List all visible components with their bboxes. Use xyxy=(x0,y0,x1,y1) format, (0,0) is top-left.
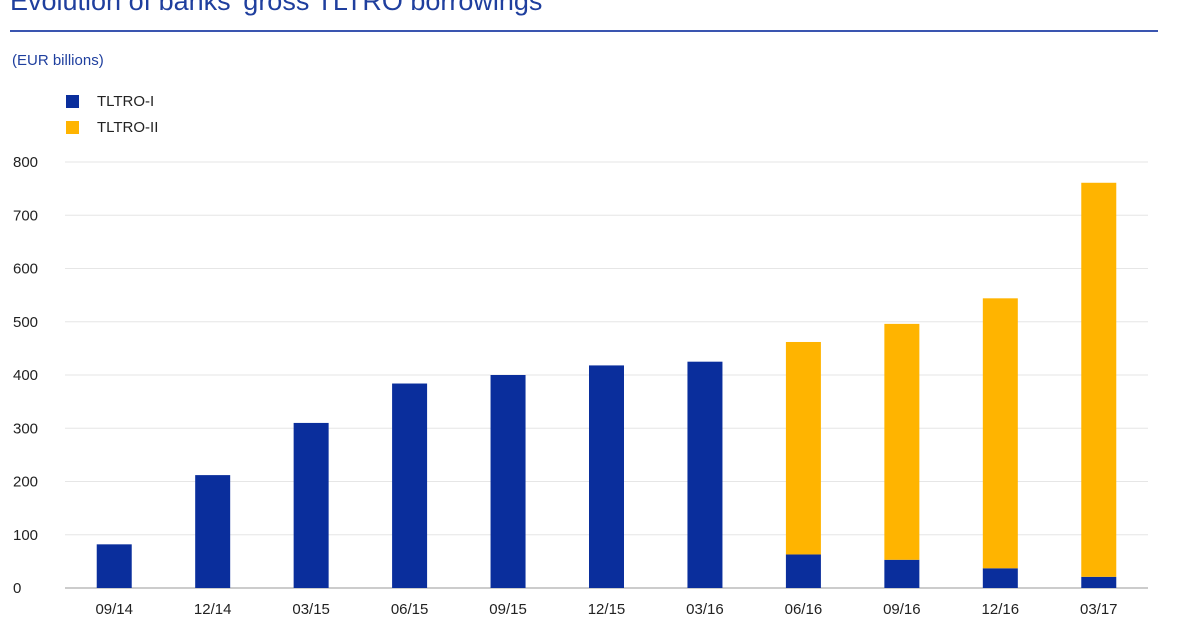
bar-tltro-i-09-16 xyxy=(884,559,920,588)
legend-swatch-tltro-ii xyxy=(66,120,79,134)
x-tick-label: 03/16 xyxy=(686,601,724,618)
bar-tltro-ii-12-16 xyxy=(982,298,1018,569)
x-tick-label: 09/16 xyxy=(883,601,921,618)
y-tick-label: 500 xyxy=(13,314,38,331)
y-tick-label: 0 xyxy=(13,580,21,597)
chart-title: Evolution of banks' gross TLTRO borrowin… xyxy=(10,0,543,16)
unit-label: (EUR billions) xyxy=(12,52,104,69)
title-divider xyxy=(10,30,1158,32)
legend-swatch-tltro-i xyxy=(66,94,79,108)
legend-label-tltro-i: TLTRO-I xyxy=(97,92,155,110)
bar-tltro-i-12-14 xyxy=(195,475,231,588)
bar-tltro-i-09-15 xyxy=(490,375,526,588)
x-tick-label: 09/14 xyxy=(95,601,133,618)
bar-tltro-i-06-16 xyxy=(785,554,821,588)
y-tick-label: 700 xyxy=(13,207,38,224)
bar-tltro-i-03-16 xyxy=(687,361,723,588)
x-tick-label: 12/15 xyxy=(588,601,626,618)
legend: TLTRO-I TLTRO-II xyxy=(66,88,158,140)
x-tick-label: 06/16 xyxy=(785,601,823,618)
legend-label-tltro-ii: TLTRO-II xyxy=(97,118,159,136)
bar-tltro-ii-03-17 xyxy=(1081,182,1117,577)
y-tick-label: 400 xyxy=(13,367,38,384)
bar-tltro-i-12-16 xyxy=(982,568,1018,588)
legend-item-tltro-ii: TLTRO-II xyxy=(66,114,158,140)
y-tick-label: 600 xyxy=(13,261,38,278)
y-tick-label: 800 xyxy=(13,154,38,171)
x-tick-label: 09/15 xyxy=(489,601,527,618)
bar-tltro-i-03-17 xyxy=(1081,576,1117,588)
x-tick-label: 03/17 xyxy=(1080,601,1118,618)
bar-tltro-i-03-15 xyxy=(293,422,329,588)
x-tick-label: 12/14 xyxy=(194,601,232,618)
y-tick-label: 300 xyxy=(13,420,38,437)
y-tick-label: 100 xyxy=(13,527,38,544)
bar-tltro-ii-06-16 xyxy=(785,341,821,555)
bar-tltro-ii-09-16 xyxy=(884,323,920,560)
bar-tltro-i-06-15 xyxy=(392,383,428,588)
x-tick-label: 12/16 xyxy=(982,601,1020,618)
legend-item-tltro-i: TLTRO-I xyxy=(66,88,158,114)
bar-tltro-i-12-15 xyxy=(589,365,624,588)
x-tick-label: 06/15 xyxy=(391,601,429,618)
bar-tltro-i-09-14 xyxy=(96,544,132,588)
y-tick-label: 200 xyxy=(13,474,38,491)
x-tick-label: 03/15 xyxy=(292,601,330,618)
